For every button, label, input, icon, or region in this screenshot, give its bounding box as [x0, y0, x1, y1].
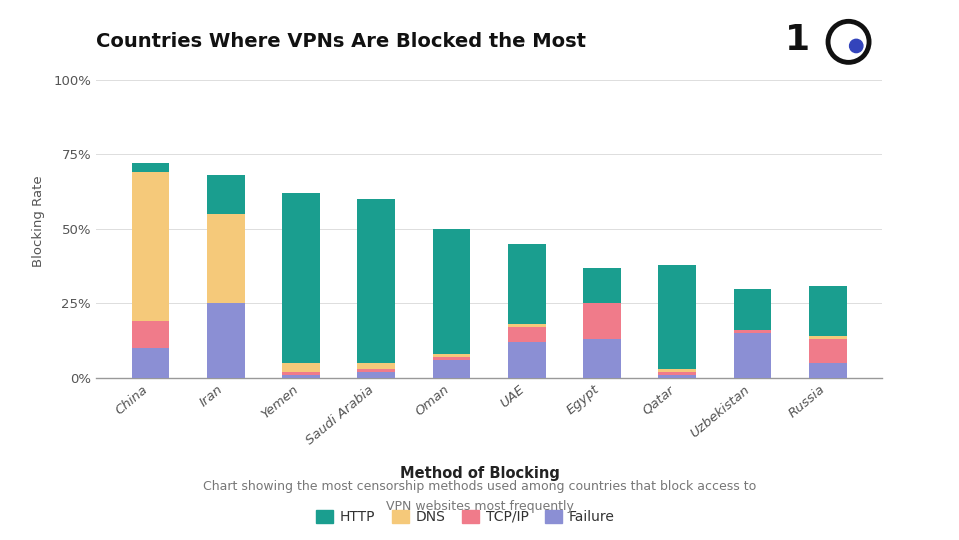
Bar [207, 175, 245, 214]
Bar [131, 321, 170, 348]
Bar [659, 265, 696, 369]
Bar [508, 327, 546, 342]
Bar [583, 268, 620, 303]
Bar [433, 229, 470, 354]
Bar [433, 357, 470, 360]
Bar [583, 339, 620, 378]
Bar [358, 372, 395, 378]
Text: Method of Blocking: Method of Blocking [400, 466, 559, 481]
Bar [358, 363, 395, 369]
Bar [433, 360, 470, 378]
Bar [659, 375, 696, 378]
Bar [659, 369, 696, 372]
Bar [508, 325, 546, 327]
Bar [358, 199, 395, 363]
Bar [659, 372, 696, 375]
Bar [282, 372, 319, 375]
Bar [207, 214, 245, 303]
Bar [508, 342, 546, 378]
Bar [131, 163, 170, 172]
Bar [583, 303, 620, 339]
Bar [207, 303, 245, 378]
Text: Countries Where VPNs Are Blocked the Most: Countries Where VPNs Are Blocked the Mos… [96, 32, 586, 51]
Legend: HTTP, DNS, TCP/IP, Failure: HTTP, DNS, TCP/IP, Failure [311, 504, 620, 529]
Bar [433, 354, 470, 357]
Bar [282, 375, 319, 378]
Bar [734, 330, 771, 333]
Circle shape [850, 39, 863, 52]
Bar [282, 193, 319, 363]
Text: Chart showing the most censorship methods used among countries that block access: Chart showing the most censorship method… [203, 480, 756, 514]
Y-axis label: Blocking Rate: Blocking Rate [32, 176, 45, 267]
Bar [808, 339, 847, 363]
Bar [131, 348, 170, 378]
Bar [734, 333, 771, 378]
Text: 1: 1 [785, 24, 810, 57]
Bar [358, 369, 395, 372]
Bar [734, 288, 771, 330]
Bar [131, 172, 170, 321]
Bar [808, 286, 847, 336]
Bar [808, 363, 847, 378]
Bar [808, 336, 847, 339]
Bar [508, 244, 546, 325]
Bar [282, 363, 319, 372]
